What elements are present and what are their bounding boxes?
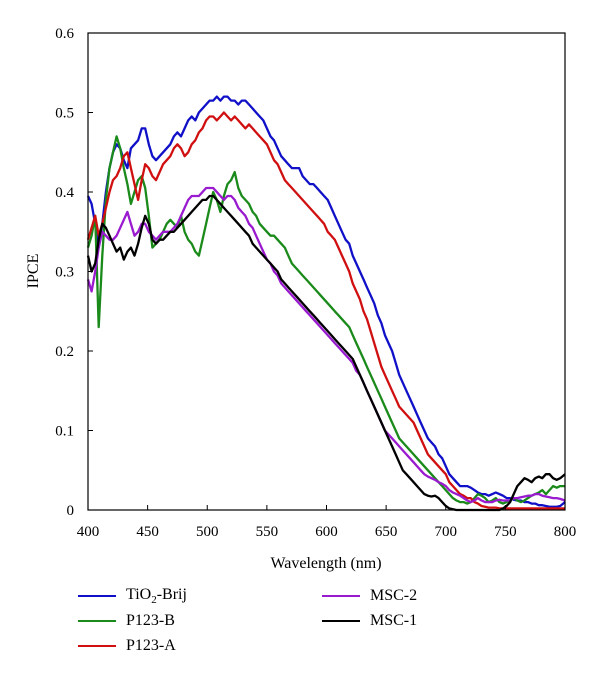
x-tick-label: 750 <box>494 524 517 540</box>
y-axis-label: IPCE <box>25 254 42 289</box>
ipce-chart: 400 450 500 550 600 650 700 750 800 0 0.1 0.2 0.3 0.… <box>25 26 577 572</box>
x-axis-label: Wavelength (nm) <box>270 555 381 572</box>
plot-frame <box>87 32 566 511</box>
series-line-msc-2 <box>86 186 566 504</box>
x-tick-label: 450 <box>136 524 159 540</box>
legend-swatch-p123-a <box>78 645 116 647</box>
legend-item-msc-2: MSC-2 <box>322 585 417 607</box>
y-axis-ticks: 0 0.1 0.2 0.3 0.4 0.5 0.6 <box>55 26 93 519</box>
series-line-tio2-brij <box>86 95 566 508</box>
legend-swatch-msc-2 <box>322 595 360 597</box>
x-tick-label: 800 <box>554 524 577 540</box>
legend-label-p123-a: P123-A <box>126 637 176 654</box>
y-tick-label: 0.6 <box>55 26 74 42</box>
y-tick-label: 0.1 <box>55 424 74 440</box>
legend-label-tio2-brij: TiO2-Brij <box>126 585 187 607</box>
legend-item-tio2-brij: TiO2-Brij <box>78 585 187 607</box>
x-tick-label: 650 <box>375 524 398 540</box>
legend-label-p123-b: P123-B <box>126 612 175 629</box>
x-tick-label: 550 <box>256 524 279 540</box>
x-tick-label: 400 <box>77 524 100 540</box>
y-tick-label: 0.5 <box>55 106 74 122</box>
series-line-msc-1 <box>86 194 566 512</box>
x-tick-label: 600 <box>315 524 338 540</box>
series-line-p123-a <box>86 111 565 510</box>
series-line-p123-b <box>86 135 565 505</box>
plot-lines <box>86 95 566 512</box>
x-axis-ticks: 400 450 500 550 600 650 700 750 800 <box>77 505 577 540</box>
legend-item-msc-1: MSC-1 <box>322 610 417 632</box>
x-tick-label: 700 <box>435 524 458 540</box>
y-tick-label: 0.4 <box>55 185 74 201</box>
y-tick-label: 0 <box>67 503 75 519</box>
chart-legend: TiO2-Brij P123-B P123-A MSC-2 MSC-1 <box>78 585 558 665</box>
x-tick-label: 500 <box>196 524 219 540</box>
legend-swatch-tio2-brij <box>78 595 116 597</box>
legend-label-msc-2: MSC-2 <box>370 587 418 604</box>
legend-item-p123-b: P123-B <box>78 610 175 632</box>
y-tick-label: 0.2 <box>55 344 74 360</box>
legend-label-msc-1: MSC-1 <box>370 612 418 629</box>
legend-item-p123-a: P123-A <box>78 635 176 657</box>
legend-swatch-msc-1 <box>322 620 360 622</box>
y-tick-label: 0.3 <box>55 265 74 281</box>
legend-swatch-p123-b <box>78 620 116 622</box>
